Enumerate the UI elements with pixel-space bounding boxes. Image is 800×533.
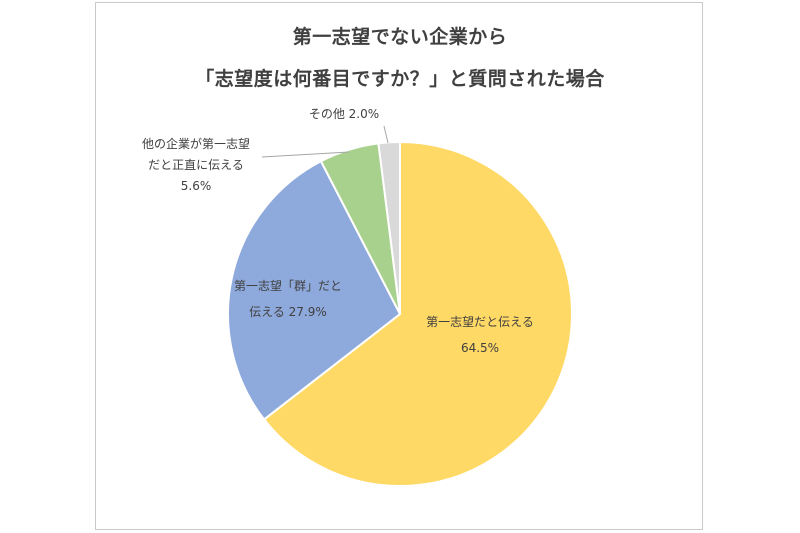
slice-label-0: 第一志望だと伝える 64.5% — [426, 315, 534, 355]
pie-slice-0 — [262, 140, 573, 487]
chart-title-line-2: 「志望度は何番目ですか？」と質問された場合 — [195, 68, 605, 90]
pie-slice-1 — [227, 159, 402, 421]
slice-label-1: 第一志望「群」だと伝える 27.9% — [234, 279, 342, 319]
leader-line-2 — [261, 151, 350, 158]
slice-label-2: 他の企業が第一志望だと正直に伝える 5.6% — [142, 136, 250, 193]
slice-label-3: その他 2.0% — [309, 107, 379, 121]
leader-line-3 — [383, 125, 389, 144]
chart-title-line-1: 第一志望でない企業から — [292, 26, 508, 48]
pie-slice-3 — [377, 140, 401, 315]
